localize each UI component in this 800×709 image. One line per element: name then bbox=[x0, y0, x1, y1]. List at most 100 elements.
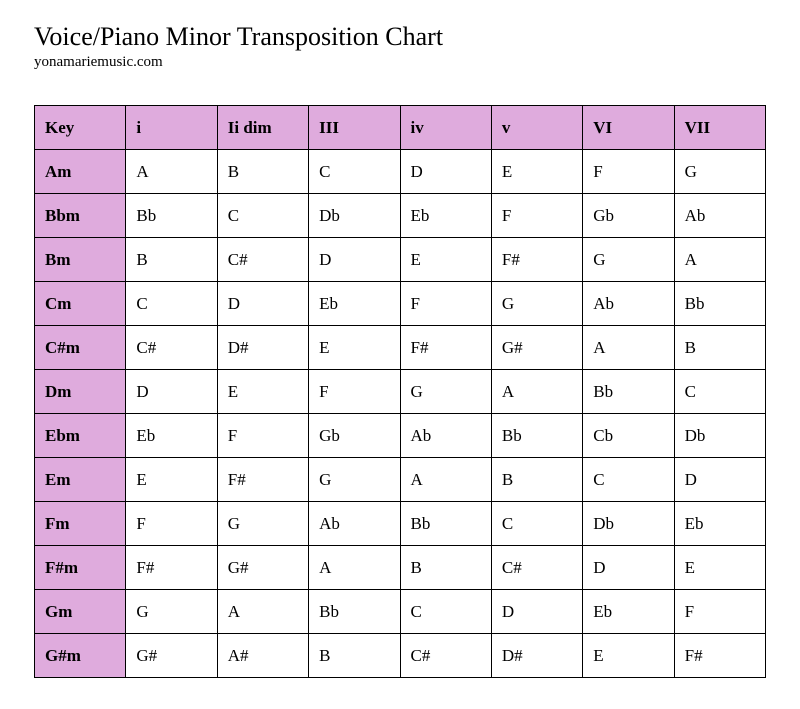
table-cell: F# bbox=[400, 326, 491, 370]
col-header-iv: iv bbox=[400, 106, 491, 150]
col-header-key: Key bbox=[35, 106, 126, 150]
table-cell: G bbox=[583, 238, 674, 282]
table-row: AmABCDEFG bbox=[35, 150, 766, 194]
table-cell: F bbox=[583, 150, 674, 194]
table-cell: Gb bbox=[583, 194, 674, 238]
col-header-i: i bbox=[126, 106, 217, 150]
table-cell: D# bbox=[217, 326, 308, 370]
row-header-key: Fm bbox=[35, 502, 126, 546]
table-cell: C bbox=[126, 282, 217, 326]
table-row: EbmEbFGbAbBbCbDb bbox=[35, 414, 766, 458]
table-cell: F# bbox=[126, 546, 217, 590]
table-cell: F bbox=[217, 414, 308, 458]
table-cell: Eb bbox=[400, 194, 491, 238]
table-cell: G bbox=[491, 282, 582, 326]
table-cell: Db bbox=[674, 414, 765, 458]
table-cell: B bbox=[309, 634, 400, 678]
table-cell: C# bbox=[217, 238, 308, 282]
table-cell: G bbox=[126, 590, 217, 634]
table-cell: A# bbox=[217, 634, 308, 678]
row-header-key: Am bbox=[35, 150, 126, 194]
col-header-iii: III bbox=[309, 106, 400, 150]
row-header-key: F#m bbox=[35, 546, 126, 590]
table-cell: A bbox=[217, 590, 308, 634]
table-cell: F bbox=[126, 502, 217, 546]
table-cell: E bbox=[400, 238, 491, 282]
table-cell: C bbox=[217, 194, 308, 238]
table-cell: C# bbox=[126, 326, 217, 370]
table-cell: F bbox=[309, 370, 400, 414]
table-cell: F bbox=[400, 282, 491, 326]
table-cell: D bbox=[309, 238, 400, 282]
transposition-table: Key i Ii dim III iv v VI VII AmABCDEFGBb… bbox=[34, 105, 766, 678]
table-cell: B bbox=[217, 150, 308, 194]
table-cell: Ab bbox=[400, 414, 491, 458]
table-cell: A bbox=[491, 370, 582, 414]
row-header-key: Ebm bbox=[35, 414, 126, 458]
table-cell: Eb bbox=[126, 414, 217, 458]
table-cell: C# bbox=[400, 634, 491, 678]
table-row: C#mC#D#EF#G#AB bbox=[35, 326, 766, 370]
table-cell: Ab bbox=[583, 282, 674, 326]
table-cell: Ab bbox=[309, 502, 400, 546]
table-header-row: Key i Ii dim III iv v VI VII bbox=[35, 106, 766, 150]
row-header-key: Bbm bbox=[35, 194, 126, 238]
table-cell: Eb bbox=[309, 282, 400, 326]
col-header-v: v bbox=[491, 106, 582, 150]
table-row: F#mF#G#ABC#DE bbox=[35, 546, 766, 590]
table-cell: Gb bbox=[309, 414, 400, 458]
table-cell: D bbox=[583, 546, 674, 590]
table-cell: A bbox=[674, 238, 765, 282]
table-row: EmEF#GABCD bbox=[35, 458, 766, 502]
table-cell: C bbox=[491, 502, 582, 546]
table-row: BbmBbCDbEbFGbAb bbox=[35, 194, 766, 238]
table-cell: F bbox=[674, 590, 765, 634]
table-cell: Cb bbox=[583, 414, 674, 458]
table-cell: C bbox=[674, 370, 765, 414]
table-cell: Eb bbox=[583, 590, 674, 634]
table-cell: Bb bbox=[583, 370, 674, 414]
table-cell: G# bbox=[217, 546, 308, 590]
table-cell: Bb bbox=[674, 282, 765, 326]
table-cell: D bbox=[491, 590, 582, 634]
table-cell: Bb bbox=[400, 502, 491, 546]
table-cell: G bbox=[309, 458, 400, 502]
table-cell: E bbox=[309, 326, 400, 370]
table-cell: F# bbox=[674, 634, 765, 678]
table-cell: Ab bbox=[674, 194, 765, 238]
table-cell: E bbox=[583, 634, 674, 678]
table-cell: C bbox=[583, 458, 674, 502]
table-cell: A bbox=[309, 546, 400, 590]
table-cell: Bb bbox=[491, 414, 582, 458]
table-cell: E bbox=[674, 546, 765, 590]
col-header-ii-dim: Ii dim bbox=[217, 106, 308, 150]
table-cell: Bb bbox=[309, 590, 400, 634]
table-row: DmDEFGABbC bbox=[35, 370, 766, 414]
table-cell: E bbox=[126, 458, 217, 502]
page-title: Voice/Piano Minor Transposition Chart bbox=[34, 22, 766, 52]
table-cell: F bbox=[491, 194, 582, 238]
table-cell: D bbox=[217, 282, 308, 326]
col-header-vi: VI bbox=[583, 106, 674, 150]
table-cell: G# bbox=[491, 326, 582, 370]
table-cell: G# bbox=[126, 634, 217, 678]
table-cell: F# bbox=[217, 458, 308, 502]
table-cell: C bbox=[309, 150, 400, 194]
table-cell: D bbox=[400, 150, 491, 194]
table-cell: E bbox=[217, 370, 308, 414]
table-cell: Db bbox=[583, 502, 674, 546]
page-subtitle: yonamariemusic.com bbox=[34, 54, 766, 71]
row-header-key: Cm bbox=[35, 282, 126, 326]
table-row: GmGABbCDEbF bbox=[35, 590, 766, 634]
table-cell: D# bbox=[491, 634, 582, 678]
table-row: G#mG#A#BC#D#EF# bbox=[35, 634, 766, 678]
table-cell: C bbox=[400, 590, 491, 634]
row-header-key: C#m bbox=[35, 326, 126, 370]
table-cell: F# bbox=[491, 238, 582, 282]
row-header-key: Gm bbox=[35, 590, 126, 634]
table-row: FmFGAbBbCDbEb bbox=[35, 502, 766, 546]
table-cell: B bbox=[491, 458, 582, 502]
table-row: BmBC#DEF#GA bbox=[35, 238, 766, 282]
table-cell: Db bbox=[309, 194, 400, 238]
table-cell: D bbox=[126, 370, 217, 414]
